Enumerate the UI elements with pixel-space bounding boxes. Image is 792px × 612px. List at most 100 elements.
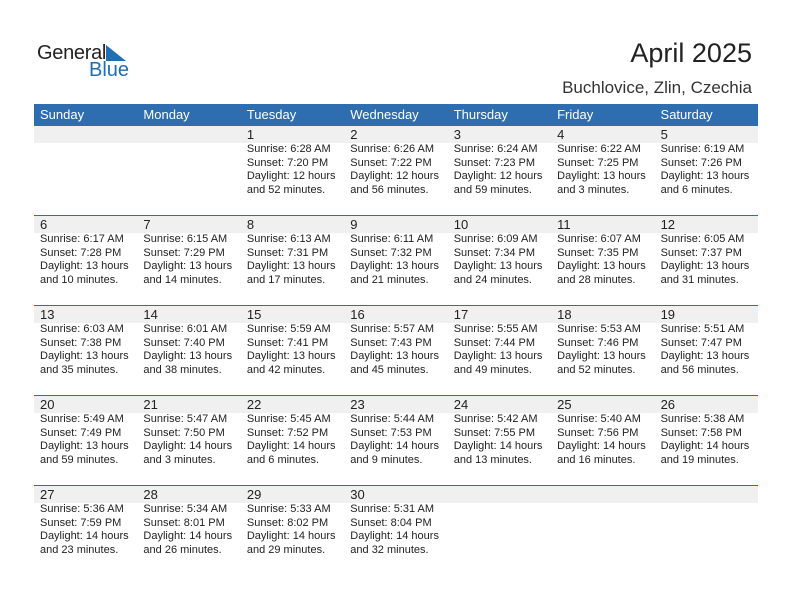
- week-row: 27 Sunrise: 5:36 AM Sunset: 7:59 PM Dayligh…: [34, 485, 758, 575]
- day-number: 10: [453, 217, 469, 232]
- sunrise-text: Sunrise: 6:19 AM: [660, 143, 745, 155]
- daylight-minutes-text: and 59 minutes.: [453, 183, 532, 196]
- day-cell: 28 Sunrise: 5:34 AM Sunset: 8:01 PM Dayligh…: [137, 486, 240, 575]
- sunrise-text: Sunrise: 5:38 AM: [660, 413, 745, 425]
- day-number: 4: [557, 127, 565, 142]
- day-number: 19: [660, 307, 676, 322]
- daylight-text: Daylight: 12 hours: [453, 170, 543, 182]
- sunrise-text: Sunrise: 5:33 AM: [246, 503, 331, 515]
- day-number: 30: [350, 487, 365, 502]
- sunset-text: Sunset: 7:22 PM: [350, 156, 432, 169]
- day-cell: 21 Sunrise: 5:47 AM Sunset: 7:50 PM Dayligh…: [137, 396, 240, 485]
- day-cell: 7 Sunrise: 6:15 AM Sunset: 7:29 PM Daylight…: [137, 216, 240, 305]
- day-number: 21: [143, 397, 158, 412]
- daylight-text: Daylight: 13 hours: [246, 260, 336, 272]
- sunrise-text: Sunrise: 5:36 AM: [40, 503, 124, 515]
- daylight-minutes-text: and 38 minutes.: [143, 363, 222, 376]
- sunrise-text: Sunrise: 6:03 AM: [40, 323, 124, 335]
- sunrise-text: Sunrise: 5:34 AM: [143, 503, 228, 515]
- sunrise-text: Sunrise: 6:24 AM: [453, 143, 538, 155]
- week-row: 1 Sunrise: 6:28 AM Sunset: 7:20 PM Daylight…: [34, 125, 758, 215]
- sunrise-text: Sunrise: 6:11 AM: [350, 233, 434, 245]
- sunset-text: Sunset: 8:02 PM: [246, 516, 329, 529]
- day-cell: 12 Sunrise: 6:05 AM Sunset: 7:37 PM Dayligh…: [655, 216, 758, 305]
- day-number: 2: [350, 127, 358, 142]
- day-cell: 24 Sunrise: 5:42 AM Sunset: 7:55 PM Dayligh…: [448, 396, 551, 485]
- date-strip: [34, 396, 758, 413]
- daylight-minutes-text: and 31 minutes.: [660, 273, 739, 286]
- sunset-text: Sunset: 7:46 PM: [557, 336, 639, 349]
- daylight-text: Daylight: 14 hours: [350, 440, 439, 452]
- logo-text-blue: Blue: [89, 59, 130, 81]
- weekday-thursday: Thursday: [453, 107, 508, 122]
- sunrise-text: Sunrise: 6:13 AM: [246, 233, 331, 245]
- day-number: 1: [246, 127, 255, 142]
- weekday-tuesday: Tuesday: [246, 107, 297, 122]
- sunrise-text: Sunrise: 6:17 AM: [40, 233, 124, 245]
- sunrise-text: Sunrise: 6:15 AM: [143, 233, 228, 245]
- week-row: 13 Sunrise: 6:03 AM Sunset: 7:38 PM Dayligh…: [34, 305, 758, 395]
- day-number: 23: [350, 397, 365, 412]
- sunset-text: Sunset: 7:32 PM: [350, 246, 432, 259]
- daylight-text: Daylight: 13 hours: [557, 260, 646, 272]
- daylight-minutes-text: and 6 minutes.: [660, 183, 733, 196]
- sunrise-text: Sunrise: 5:51 AM: [660, 323, 745, 335]
- day-cell: 29 Sunrise: 5:33 AM Sunset: 8:02 PM Dayligh…: [241, 486, 344, 575]
- daylight-text: Daylight: 13 hours: [40, 260, 129, 272]
- daylight-text: Daylight: 13 hours: [143, 260, 233, 272]
- location: Buchlovice, Zlin, Czechia: [562, 78, 752, 97]
- sunset-text: Sunset: 8:01 PM: [143, 516, 225, 529]
- day-number: 28: [143, 487, 158, 502]
- sunset-text: Sunset: 7:20 PM: [246, 156, 329, 169]
- date-strip: [34, 486, 758, 503]
- sunrise-text: Sunrise: 5:42 AM: [453, 413, 538, 425]
- date-strip: [34, 126, 758, 143]
- day-cell: 25 Sunrise: 5:40 AM Sunset: 7:56 PM Dayligh…: [551, 396, 654, 485]
- daylight-minutes-text: and 56 minutes.: [350, 183, 429, 196]
- daylight-text: Daylight: 13 hours: [350, 350, 439, 362]
- sunset-text: Sunset: 7:59 PM: [40, 516, 122, 529]
- daylight-text: Daylight: 13 hours: [660, 170, 750, 182]
- daylight-text: Daylight: 14 hours: [246, 530, 336, 542]
- day-number: 5: [660, 127, 668, 142]
- sunrise-text: Sunrise: 6:01 AM: [143, 323, 228, 335]
- sunrise-text: Sunrise: 5:31 AM: [350, 503, 435, 515]
- sunrise-text: Sunrise: 6:07 AM: [557, 233, 641, 245]
- sunset-text: Sunset: 7:41 PM: [246, 336, 329, 349]
- daylight-minutes-text: and 35 minutes.: [40, 363, 119, 376]
- daylight-minutes-text: and 45 minutes.: [350, 363, 429, 376]
- daylight-minutes-text: and 3 minutes.: [557, 183, 630, 196]
- daylight-minutes-text: and 26 minutes.: [143, 543, 222, 556]
- day-cell: 14 Sunrise: 6:01 AM Sunset: 7:40 PM Dayligh…: [137, 306, 240, 395]
- day-cell: 20 Sunrise: 5:49 AM Sunset: 7:49 PM Dayligh…: [34, 396, 137, 485]
- sunset-text: Sunset: 7:35 PM: [557, 246, 639, 259]
- daylight-minutes-text: and 21 minutes.: [350, 273, 429, 286]
- sunrise-text: Sunrise: 6:22 AM: [557, 143, 641, 155]
- sunset-text: Sunset: 7:40 PM: [143, 336, 225, 349]
- day-cell: 27 Sunrise: 5:36 AM Sunset: 7:59 PM Dayligh…: [34, 486, 137, 575]
- day-number: 7: [143, 217, 151, 232]
- daylight-text: Daylight: 13 hours: [660, 350, 750, 362]
- logo-text-general: General: [37, 42, 107, 64]
- sunset-text: Sunset: 7:25 PM: [557, 156, 639, 169]
- daylight-minutes-text: and 17 minutes.: [246, 273, 326, 286]
- weekday-friday: Friday: [557, 107, 594, 122]
- sunrise-text: Sunrise: 5:47 AM: [143, 413, 228, 425]
- daylight-minutes-text: and 3 minutes.: [143, 453, 216, 466]
- daylight-minutes-text: and 19 minutes.: [660, 453, 739, 466]
- sunset-text: Sunset: 7:29 PM: [143, 246, 225, 259]
- daylight-text: Daylight: 12 hours: [246, 170, 336, 182]
- daylight-minutes-text: and 28 minutes.: [557, 273, 636, 286]
- weekday-saturday: Saturday: [660, 107, 713, 122]
- day-cell: 23 Sunrise: 5:44 AM Sunset: 7:53 PM Dayligh…: [344, 396, 447, 485]
- day-cell: 3 Sunrise: 6:24 AM Sunset: 7:23 PM Daylight…: [448, 126, 551, 215]
- date-strip: [34, 216, 758, 233]
- daylight-text: Daylight: 14 hours: [40, 530, 129, 542]
- day-number: 17: [453, 307, 469, 322]
- sunset-text: Sunset: 7:31 PM: [246, 246, 329, 259]
- day-cell: 19 Sunrise: 5:51 AM Sunset: 7:47 PM Dayligh…: [655, 306, 758, 395]
- sunset-text: Sunset: 7:47 PM: [660, 336, 742, 349]
- daylight-minutes-text: and 10 minutes.: [40, 273, 119, 286]
- date-strip: [34, 306, 758, 323]
- day-number: 24: [453, 397, 469, 412]
